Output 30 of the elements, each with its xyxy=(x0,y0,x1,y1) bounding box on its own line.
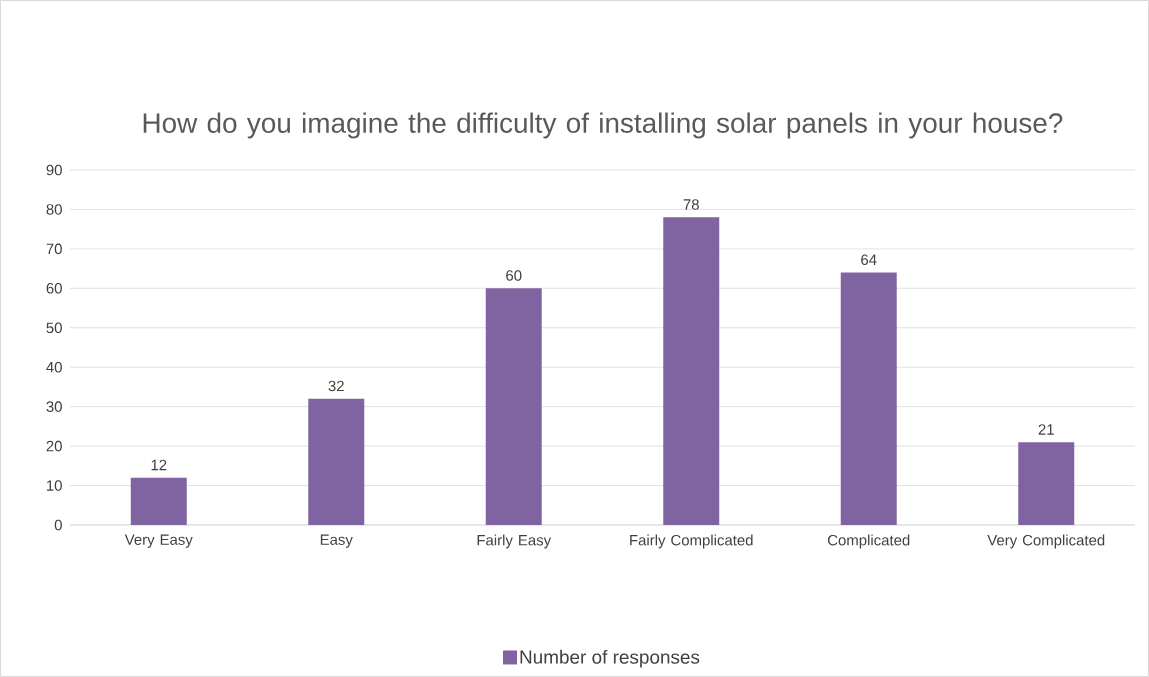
y-tick-label: 40 xyxy=(46,361,62,373)
data-label: 64 xyxy=(861,254,877,266)
y-tick-label: 60 xyxy=(46,283,62,294)
bar xyxy=(663,217,720,525)
y-tick-label: 80 xyxy=(46,204,62,215)
x-tick-label: Fairly Complicated xyxy=(630,534,753,549)
chart-title: How do you imagine the difficulty of installing solar panels in your house? xyxy=(143,112,1063,139)
legend-label: Number of responses xyxy=(520,649,700,668)
bar xyxy=(1018,442,1075,525)
y-tick-label: 10 xyxy=(47,480,62,491)
x-tick-label: Fairly Easy xyxy=(477,534,552,549)
bar xyxy=(840,272,897,525)
bar xyxy=(485,288,542,525)
y-tick-label: 90 xyxy=(46,164,62,176)
data-label: 12 xyxy=(151,459,167,471)
x-tick-label: Very Complicated xyxy=(987,534,1105,549)
data-label: 21 xyxy=(1038,424,1054,435)
x-tick-label: Easy xyxy=(320,534,353,548)
bar xyxy=(130,477,187,525)
y-tick-label: 0 xyxy=(54,519,62,531)
bar xyxy=(308,398,365,525)
y-tick-label: 30 xyxy=(46,401,62,412)
y-tick-label: 20 xyxy=(46,440,62,452)
y-tick-label: 70 xyxy=(46,243,62,255)
data-label: 32 xyxy=(328,380,344,392)
y-tick-label: 50 xyxy=(46,322,62,334)
x-tick-label: Very Easy xyxy=(124,534,193,548)
x-tick-label: Complicated xyxy=(827,534,910,549)
data-label: 60 xyxy=(506,270,522,281)
data-label: 78 xyxy=(683,199,699,210)
